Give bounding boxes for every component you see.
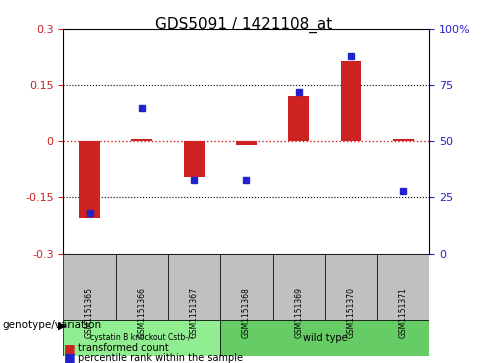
FancyBboxPatch shape: [63, 320, 220, 356]
FancyBboxPatch shape: [63, 254, 116, 320]
Text: percentile rank within the sample: percentile rank within the sample: [78, 352, 243, 363]
FancyBboxPatch shape: [116, 254, 168, 320]
FancyBboxPatch shape: [168, 254, 220, 320]
Text: GSM1151367: GSM1151367: [190, 287, 199, 338]
Text: ■: ■: [63, 351, 75, 363]
FancyBboxPatch shape: [220, 320, 429, 356]
FancyBboxPatch shape: [325, 254, 377, 320]
Bar: [393, 139, 414, 141]
Bar: [341, 61, 362, 141]
Text: GSM1151371: GSM1151371: [399, 287, 408, 338]
Text: GSM1151368: GSM1151368: [242, 287, 251, 338]
Bar: [79, 141, 100, 218]
Text: ▶: ▶: [58, 321, 66, 331]
FancyBboxPatch shape: [220, 254, 273, 320]
Bar: [131, 139, 152, 141]
Text: GSM1151365: GSM1151365: [85, 287, 94, 338]
Text: GSM1151370: GSM1151370: [346, 287, 356, 338]
Text: GSM1151366: GSM1151366: [137, 287, 146, 338]
Text: cystatin B knockout Cstb-/-: cystatin B knockout Cstb-/-: [90, 333, 194, 342]
Bar: [288, 97, 309, 141]
Text: genotype/variation: genotype/variation: [2, 320, 102, 330]
Bar: [236, 141, 257, 145]
Text: GSM1151369: GSM1151369: [294, 287, 303, 338]
Text: GDS5091 / 1421108_at: GDS5091 / 1421108_at: [155, 16, 333, 33]
Bar: [183, 141, 204, 177]
Text: wild type: wild type: [303, 333, 347, 343]
Text: transformed count: transformed count: [78, 343, 169, 354]
FancyBboxPatch shape: [273, 254, 325, 320]
Text: ■: ■: [63, 342, 75, 355]
FancyBboxPatch shape: [377, 254, 429, 320]
